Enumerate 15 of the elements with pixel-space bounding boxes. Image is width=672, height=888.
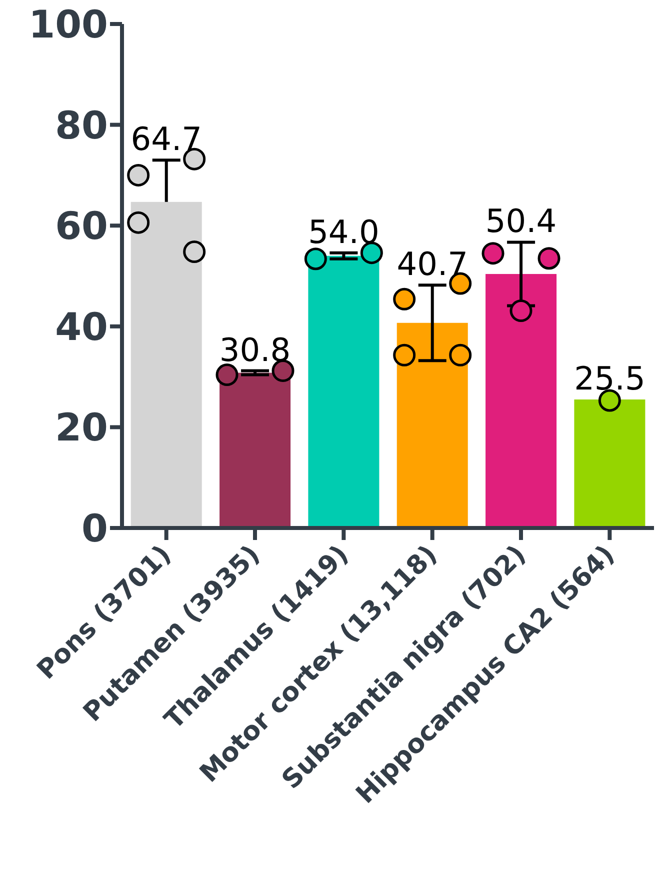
y-tick-label: 20: [55, 406, 108, 450]
data-label: 54.0: [308, 212, 380, 251]
y-tick-label: 60: [55, 204, 108, 248]
data-label: 30.8: [219, 330, 291, 369]
y-tick-label: 40: [55, 304, 108, 349]
bar: [130, 202, 202, 528]
bar: [396, 322, 468, 528]
data-label: 40.7: [396, 245, 468, 284]
y-tick-label: 0: [82, 506, 108, 550]
bar: [486, 274, 557, 528]
y-tick-label: 80: [55, 103, 108, 148]
data-label: 25.5: [574, 359, 646, 398]
y-tick-label: 100: [28, 2, 108, 46]
data-label: 64.7: [130, 120, 202, 158]
data-label: 50.4: [485, 202, 557, 240]
